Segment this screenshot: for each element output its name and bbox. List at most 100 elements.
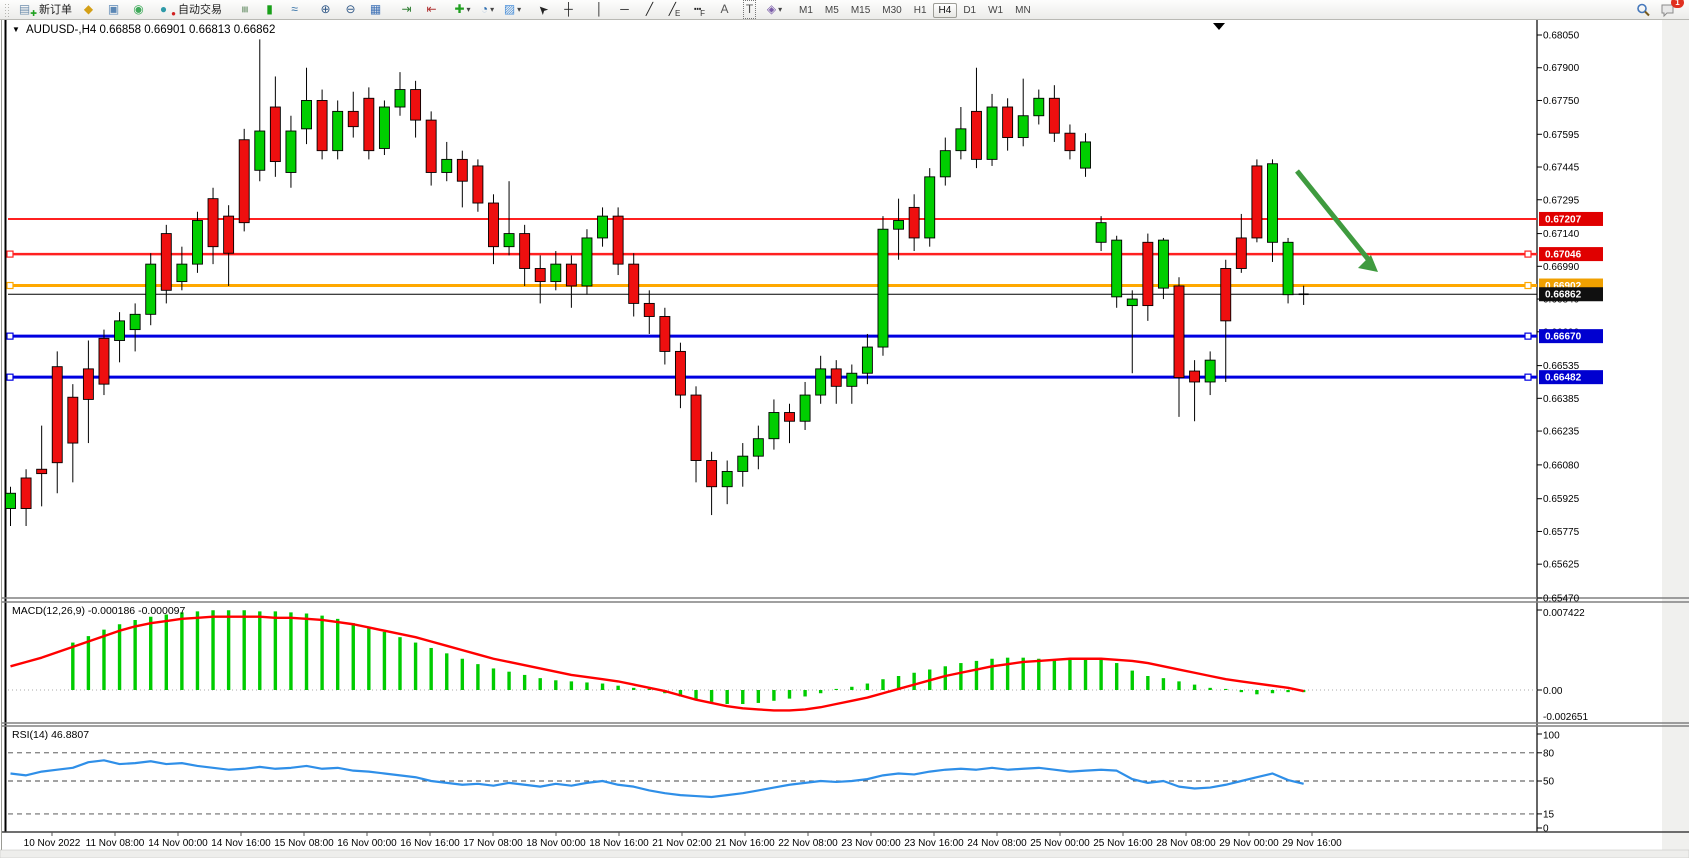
bear-candle <box>456 158 468 182</box>
trendline-button[interactable]: ╱ <box>638 1 661 18</box>
chart-menu-toggle[interactable]: ▼ <box>12 25 20 34</box>
timeframe-button-mn[interactable]: MN <box>1015 5 1031 16</box>
line-chart-button[interactable]: ≈ <box>283 1 306 18</box>
timeframe-button-h1[interactable]: H1 <box>913 5 927 16</box>
periods-button[interactable]: ◔ ▾ <box>476 1 499 18</box>
text-label-button[interactable]: T <box>738 0 761 19</box>
bull-candle <box>799 394 811 422</box>
chart-shift-marker[interactable] <box>1213 23 1225 30</box>
annotation-arrow[interactable] <box>1295 169 1378 272</box>
notifications-button[interactable]: 1 <box>1656 0 1684 18</box>
time-label: 29 Nov 16:00 <box>1282 838 1342 849</box>
bars-chart-icon: ≡ <box>237 5 252 14</box>
timeframe-button-d1[interactable]: D1 <box>963 5 977 16</box>
zoom-in-button[interactable]: ⊕ <box>314 1 337 18</box>
bear-candle <box>1142 241 1154 307</box>
bear-candle <box>488 202 499 248</box>
price-tick-label: 0.67140 <box>1543 229 1580 240</box>
line-handle[interactable] <box>1524 332 1532 340</box>
market-watch-icon: ◆ <box>83 2 94 16</box>
chart-title: ▼ AUDUSD-,H4 0.66858 0.66901 0.66813 0.66… <box>12 24 275 36</box>
line-handle[interactable] <box>6 332 14 340</box>
crosshair-button[interactable]: ┼ <box>557 1 580 18</box>
time-label: 14 Nov 00:00 <box>148 838 208 849</box>
timeframe-button-m5[interactable]: M5 <box>824 5 839 16</box>
line-handle[interactable] <box>1524 250 1532 258</box>
bear-candle <box>1002 106 1014 139</box>
autotrade-button[interactable]: ● ● <box>152 1 176 18</box>
candles-chart-button[interactable]: ▮ <box>258 1 281 18</box>
templates-button[interactable]: ▨ ▾ <box>501 1 524 18</box>
indicators-button[interactable]: ✚ ▾ <box>451 1 474 18</box>
bars-chart-button[interactable]: ≡ <box>233 1 256 18</box>
chart-shift-button[interactable]: ⇤ <box>420 1 443 18</box>
autotrade-label[interactable]: 自动交易 <box>178 4 222 16</box>
zoom-in-icon: ⊕ <box>320 2 331 16</box>
price-tick-label: 0.67445 <box>1543 163 1580 174</box>
bull-candle <box>5 492 16 509</box>
data-window-button[interactable]: ▣ <box>102 1 125 18</box>
cursor-button[interactable]: ➤ <box>532 1 555 18</box>
line-handle[interactable] <box>6 373 14 381</box>
bull-candle <box>254 130 266 171</box>
line-handle[interactable] <box>1524 281 1532 290</box>
text-button[interactable]: A <box>713 1 736 18</box>
tile-windows-icon: ▦ <box>369 2 382 16</box>
svg-text:0.66670: 0.66670 <box>1545 332 1582 343</box>
line-handle[interactable] <box>6 281 14 290</box>
vertical-line-icon: │ <box>595 2 604 16</box>
price-tick-label: 0.67295 <box>1543 195 1580 206</box>
rsi-axis[interactable]: 100 80 50 15 0 <box>1537 731 1560 835</box>
data-window-icon: ▣ <box>107 2 120 16</box>
bull-candle <box>815 368 827 396</box>
fibonacci-button[interactable]: ┅ F <box>688 1 711 18</box>
auto-scroll-button[interactable]: ⇥ <box>395 1 418 18</box>
bear-candle <box>20 477 32 509</box>
timeframe-button-h4[interactable]: H4 <box>932 3 958 18</box>
line-handle[interactable] <box>1524 373 1532 381</box>
new-order-button[interactable]: ▤ ✚ <box>13 1 37 18</box>
timeframe-button-m15[interactable]: M15 <box>850 5 871 16</box>
trendline-icon: ╱ <box>645 2 654 16</box>
toolbar-grip[interactable] <box>4 2 9 17</box>
macd-axis[interactable]: 0.007422 0.00 -0.002651 <box>1537 608 1588 723</box>
bull-candle <box>129 313 141 331</box>
price-tick-label: 0.66235 <box>1543 427 1580 438</box>
tile-windows-button[interactable]: ▦ <box>364 1 387 18</box>
price-tick-label: 0.67750 <box>1543 96 1580 107</box>
bear-candle <box>1220 268 1232 322</box>
navigator-icon: ◉ <box>133 2 144 16</box>
arrows-button[interactable]: ◈ ▾ <box>763 1 786 18</box>
price-tick-label: 0.66385 <box>1543 394 1580 405</box>
timeframe-button-w1[interactable]: W1 <box>988 5 1004 16</box>
timeframe-button-m30[interactable]: M30 <box>882 5 902 16</box>
svg-text:0.66482: 0.66482 <box>1545 373 1582 384</box>
bull-candle <box>378 106 390 149</box>
bear-candle <box>1189 370 1201 383</box>
rsi-axis-label-0: 0 <box>1543 824 1549 835</box>
navigator-button[interactable]: ◉ <box>127 1 150 18</box>
line-handle[interactable] <box>6 250 14 258</box>
bull-candle <box>721 470 733 488</box>
price-axis[interactable]: 0.68050 0.67900 0.67750 0.67595 0.67445 0.672… <box>1537 31 1603 605</box>
time-axis[interactable]: 10 Nov 2022 11 Nov 08:00 14 Nov 00:00 14 No… <box>24 832 1343 849</box>
bull-candle <box>285 130 297 173</box>
bull-candle <box>503 233 515 248</box>
search-button[interactable] <box>1631 1 1654 18</box>
zoom-out-button[interactable]: ⊖ <box>339 1 362 18</box>
timeframe-button-m1[interactable]: M1 <box>799 5 813 16</box>
toolbar-right: 1 <box>1630 0 1684 18</box>
price-badge-0.66862: 0.66862 <box>1539 287 1603 302</box>
svg-text:0.67046: 0.67046 <box>1545 250 1582 261</box>
bull-candle <box>394 89 406 108</box>
bear-candle <box>628 263 640 304</box>
new-order-label[interactable]: 新订单 <box>39 4 72 16</box>
bull-candle <box>1204 359 1216 383</box>
bull-candle <box>737 455 749 472</box>
horizontal-line-button[interactable]: ─ <box>613 1 636 18</box>
price-tick-label: 0.66535 <box>1543 361 1580 372</box>
market-watch-button[interactable]: ◆ <box>77 1 100 18</box>
equidistant-channel-button[interactable]: ╱ E <box>663 1 686 18</box>
vertical-line-button[interactable]: │ <box>588 1 611 18</box>
